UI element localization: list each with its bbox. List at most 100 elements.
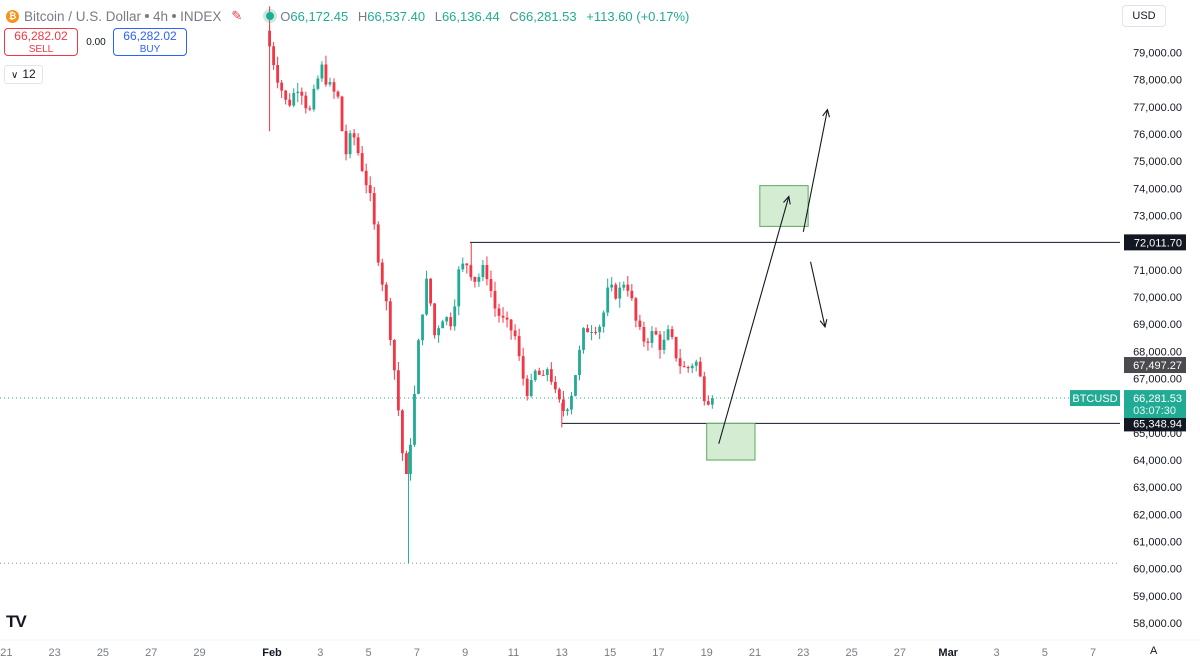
price-tick-label: 59,000.00: [1133, 591, 1182, 603]
candle-body: [376, 224, 380, 263]
candle-body: [332, 82, 336, 92]
price-tick-label: 79,000.00: [1133, 48, 1182, 60]
level-price-label: 65,348.94: [1133, 418, 1182, 430]
candle-body: [505, 317, 509, 320]
time-tick-label: 29: [193, 647, 205, 659]
price-tick-label: 74,000.00: [1133, 183, 1182, 195]
tradingview-logo-icon[interactable]: TV: [6, 612, 27, 631]
time-axis[interactable]: 21 23 25 27 29 Feb 3 5 7 9 11 13 15 17 19 21 23 25 27 Mar 3 5…: [0, 639, 1200, 659]
candle-body: [578, 349, 581, 376]
price-tick-label: 60,000.00: [1133, 564, 1182, 576]
candle-body: [493, 290, 497, 309]
price-tick-label: 73,000.00: [1133, 211, 1182, 223]
symbol-name[interactable]: Bitcoin / U.S. Dollar: [24, 8, 142, 24]
bar-countdown-label: 03:07:30: [1133, 405, 1176, 417]
candle-body: [529, 380, 533, 397]
candle-body: [272, 46, 276, 66]
candle-body: [541, 374, 545, 376]
bitcoin-logo-icon: ₿: [6, 9, 19, 23]
candle-body: [296, 91, 300, 93]
candle-body: [481, 265, 485, 278]
candle-body: [537, 370, 541, 375]
time-tick-label: 23: [49, 647, 61, 659]
buy-price: 66,282.02: [123, 29, 177, 43]
change-value: +113.60 (+0.17%): [586, 8, 690, 24]
candle-body: [344, 131, 348, 155]
candle-body: [698, 361, 702, 377]
close-value: 66,281.53: [518, 8, 577, 24]
candle-body: [654, 331, 658, 335]
candle-body: [634, 298, 638, 321]
price-axis[interactable]: 58,000.00 59,000.00 60,000.00 61,000.00 62,0…: [1070, 48, 1186, 631]
candle-body: [586, 328, 589, 333]
candle-body: [533, 370, 537, 381]
candle-body: [630, 290, 634, 299]
target-zone-box[interactable]: [706, 422, 756, 461]
price-tick-label: 63,000.00: [1133, 482, 1182, 494]
auto-scale-button[interactable]: A: [1150, 645, 1158, 657]
candle-body: [594, 331, 598, 333]
candle-body: [396, 370, 400, 411]
candle-body: [364, 170, 368, 186]
candle-body: [449, 317, 453, 327]
candle-body: [618, 287, 622, 299]
projection-arrow-line[interactable]: [810, 261, 826, 328]
time-tick-label: 21: [0, 647, 12, 659]
candle-body: [477, 277, 481, 282]
candle-body: [598, 326, 602, 333]
currency-select[interactable]: USD: [1122, 5, 1166, 27]
candle-body: [650, 331, 654, 343]
candle-body: [425, 278, 428, 315]
price-tick-label: 64,000.00: [1133, 455, 1182, 467]
zones-layer: [706, 185, 809, 461]
sell-button[interactable]: 66,282.02 SELL: [4, 28, 78, 56]
candle-body: [642, 326, 646, 342]
level-price-tag: [1124, 234, 1186, 251]
target-zone-box[interactable]: [759, 185, 809, 227]
candle-body: [320, 64, 324, 79]
spread-value: 0.00: [86, 37, 106, 48]
time-tick-label: 7: [1090, 647, 1096, 659]
candle-body: [702, 376, 706, 402]
candle-body: [356, 137, 360, 154]
symbol-header: ₿ Bitcoin / U.S. Dollar 4h INDEX ✎ O66,1…: [6, 7, 689, 25]
candle-body: [300, 91, 304, 96]
candle-body: [360, 153, 364, 171]
close-key: C: [509, 8, 519, 24]
candle-body: [610, 284, 614, 288]
alert-bell-icon[interactable]: ✎: [231, 8, 243, 23]
projection-arrow-line[interactable]: [802, 109, 828, 232]
high-value: 66,537.40: [367, 8, 426, 24]
buy-button[interactable]: 66,282.02 BUY: [113, 28, 187, 56]
interval-label[interactable]: 4h: [153, 8, 169, 24]
candle-body: [445, 317, 449, 322]
chevron-down-icon: ∨: [11, 70, 19, 81]
candle-body: [517, 336, 521, 357]
price-tick-label: 75,000.00: [1133, 156, 1182, 168]
candle-body: [340, 96, 344, 132]
low-key: L: [434, 8, 442, 24]
arrowhead-icon: [822, 108, 831, 118]
candle-body: [312, 88, 316, 110]
candle-body: [525, 378, 529, 397]
toggle-count: 12: [22, 67, 36, 81]
candle-body: [489, 279, 493, 291]
candle-body: [622, 284, 626, 288]
time-tick-label: Mar: [938, 647, 958, 659]
candle-body: [602, 312, 606, 327]
time-tick-label: Feb: [262, 647, 282, 659]
candle-body: [384, 284, 388, 302]
candle-body: [566, 409, 569, 412]
candle-body: [670, 329, 674, 338]
projection-arrow-line[interactable]: [718, 196, 790, 444]
time-tick-label: 25: [845, 647, 857, 659]
price-tick-label: 58,000.00: [1133, 618, 1182, 630]
symbol-tag: [1070, 390, 1120, 407]
candle-body: [614, 284, 618, 299]
candle-body: [284, 90, 288, 100]
indicator-toggle[interactable]: ∨ 12: [4, 65, 43, 84]
candle-body: [666, 329, 670, 340]
candle-body: [352, 133, 356, 138]
ohlc-readout: O66,172.45 H66,537.40 L66,136.44 C66,281…: [280, 9, 689, 24]
